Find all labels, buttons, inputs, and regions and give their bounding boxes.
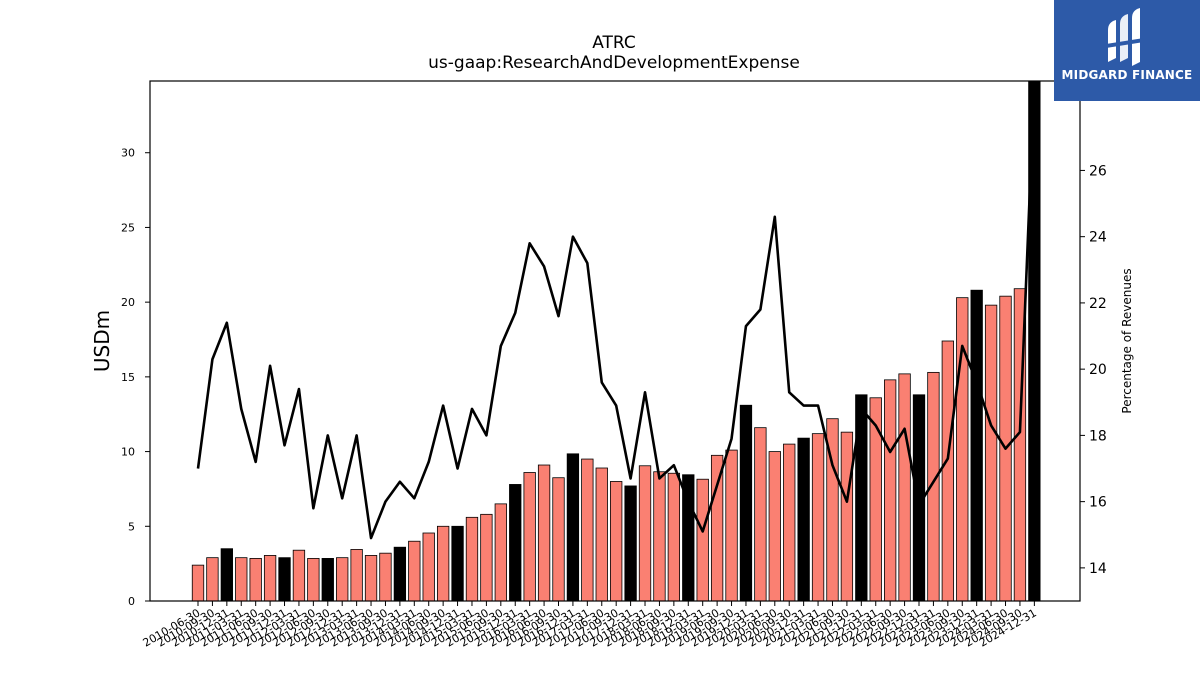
y-tick-label: 20 xyxy=(121,296,135,309)
bar xyxy=(191,564,205,602)
bar xyxy=(480,513,493,602)
y-tick-label: 30 xyxy=(121,147,135,160)
bar xyxy=(898,373,911,602)
bar xyxy=(610,481,623,602)
bar xyxy=(884,379,897,602)
bar xyxy=(336,557,349,602)
bar xyxy=(379,552,392,602)
bar xyxy=(797,437,810,602)
bar xyxy=(436,525,450,602)
bar xyxy=(494,503,507,602)
bar xyxy=(278,557,291,602)
bar xyxy=(350,549,363,602)
bar xyxy=(595,467,608,602)
bar xyxy=(869,397,882,602)
bar xyxy=(292,549,306,602)
bar xyxy=(552,477,565,602)
bar-series xyxy=(191,80,1041,602)
y-axis-label: USDm xyxy=(90,310,114,372)
bar xyxy=(307,558,320,602)
y2-tick-label: 14 xyxy=(1089,561,1107,577)
y2-axis-label: Percentage of Revenues xyxy=(1120,268,1134,413)
bar xyxy=(653,471,666,602)
bar xyxy=(451,525,464,602)
bar xyxy=(970,289,983,602)
logo-mark-icon xyxy=(1106,8,1144,66)
chart-subtitle: us-gaap:ResearchAndDevelopmentExpense xyxy=(428,53,800,73)
y2-tick-label: 24 xyxy=(1089,230,1107,246)
bar xyxy=(220,548,233,602)
bar xyxy=(235,557,248,602)
bar xyxy=(523,472,536,602)
bar xyxy=(465,516,479,602)
y2-tick-label: 16 xyxy=(1089,495,1107,511)
bar xyxy=(710,454,724,602)
bar xyxy=(422,532,435,602)
y2-tick-label: 18 xyxy=(1089,428,1107,444)
bar xyxy=(624,485,637,602)
y-tick-label: 25 xyxy=(121,221,135,234)
y2-tick-label: 20 xyxy=(1089,362,1107,378)
y2-tick-label: 26 xyxy=(1089,163,1107,179)
bar xyxy=(667,472,681,602)
bar xyxy=(783,443,796,602)
bar xyxy=(941,340,954,602)
bar xyxy=(581,458,594,602)
axes: 051015202530141618202224262010-06-302010… xyxy=(121,80,1107,650)
bar xyxy=(768,451,781,602)
bar xyxy=(956,297,969,602)
bar xyxy=(408,540,421,602)
bar xyxy=(811,433,825,602)
bar xyxy=(725,449,738,602)
bar xyxy=(537,464,551,602)
midgard-finance-logo: MIDGARD FINANCE xyxy=(1054,0,1200,101)
bar xyxy=(855,394,868,602)
y-tick-label: 0 xyxy=(128,595,135,608)
bar xyxy=(840,431,854,602)
line-series xyxy=(196,80,1036,540)
bar xyxy=(638,465,652,602)
bar xyxy=(696,478,709,602)
bar xyxy=(393,546,407,602)
bar xyxy=(206,557,219,602)
y2-tick-label: 22 xyxy=(1089,296,1107,312)
y-tick-label: 15 xyxy=(121,371,135,384)
chart-title: ATRC xyxy=(592,33,636,53)
bar xyxy=(739,404,753,602)
bar xyxy=(263,555,277,602)
logo-text: MIDGARD FINANCE xyxy=(1061,68,1193,82)
bar xyxy=(364,555,378,602)
bar xyxy=(984,304,998,602)
bar xyxy=(249,558,262,602)
y-tick-label: 10 xyxy=(121,446,135,459)
bar xyxy=(566,453,580,602)
plot-frame xyxy=(149,80,1081,602)
bar xyxy=(509,484,522,602)
revenue-percentage-line xyxy=(196,80,1036,540)
bar xyxy=(321,558,334,602)
bar xyxy=(754,427,767,602)
y-tick-label: 5 xyxy=(128,520,135,533)
